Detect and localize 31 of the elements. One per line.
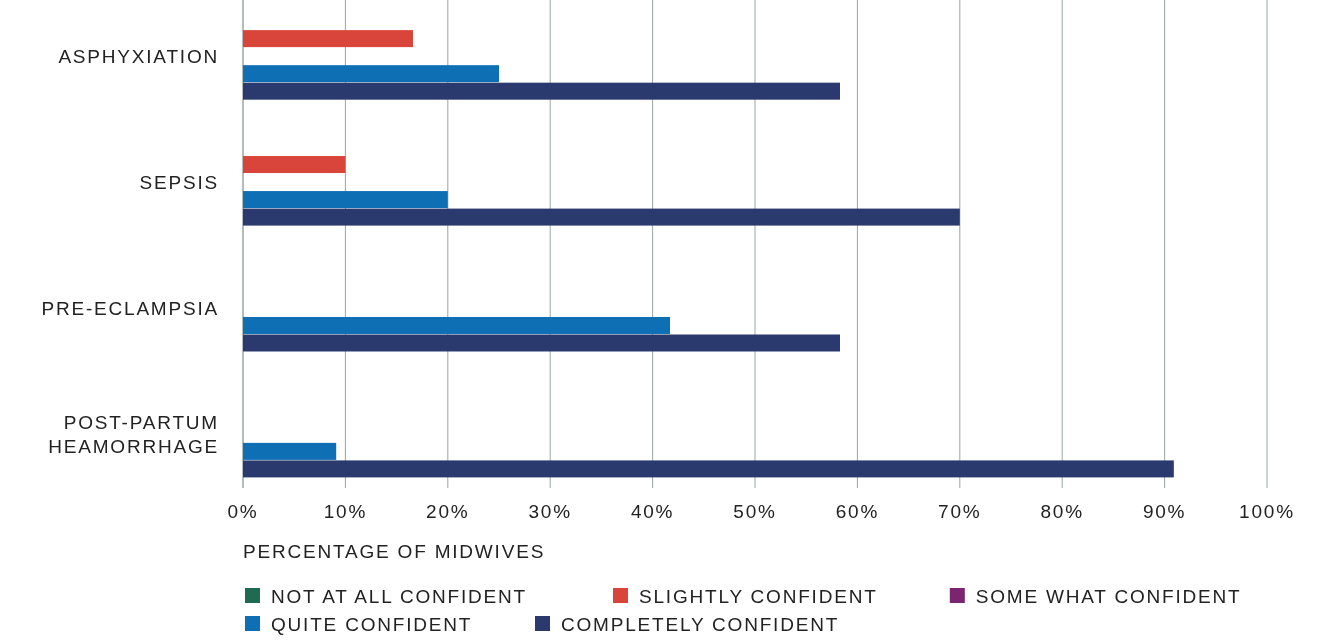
legend-label: NOT AT ALL CONFIDENT [271,586,527,607]
bar [243,30,413,48]
bar [243,334,840,352]
bar [243,208,960,226]
legend-label: COMPLETELY CONFIDENT [561,614,840,635]
bar [243,460,1174,478]
x-tick-label: 40% [630,501,675,522]
x-tick-label: 30% [528,501,572,522]
bar [243,316,671,334]
bar [243,191,448,209]
x-tick-label: 60% [835,501,880,522]
legend-label: QUITE CONFIDENT [271,614,473,635]
x-tick-label: 70% [938,501,982,522]
x-axis-title: PERCENTAGE OF MIDWIVES [243,541,546,562]
y-tick-label: SEPSIS [139,172,219,194]
bar [243,442,337,460]
y-tick-label: PRE-ECLAMPSIA [41,297,219,319]
y-tick-label: ASPHYXIATION [58,46,219,68]
bar [243,82,840,100]
x-tick-label: 10% [323,501,368,522]
x-tick-label: 100% [1239,501,1295,522]
x-tick-label: 0% [227,501,259,522]
bar [243,65,499,83]
x-tick-label: 50% [733,501,777,522]
x-tick-label: 80% [1040,501,1084,522]
bar [243,156,346,174]
x-tick-label: 20% [426,501,470,522]
y-tick-label: POST-PARTUM HEAMORRHAGE [48,411,219,457]
legend-label: SOME WHAT CONFIDENT [975,586,1242,607]
x-tick-label: 90% [1142,501,1187,522]
legend-label: SLIGHTLY CONFIDENT [639,586,878,607]
